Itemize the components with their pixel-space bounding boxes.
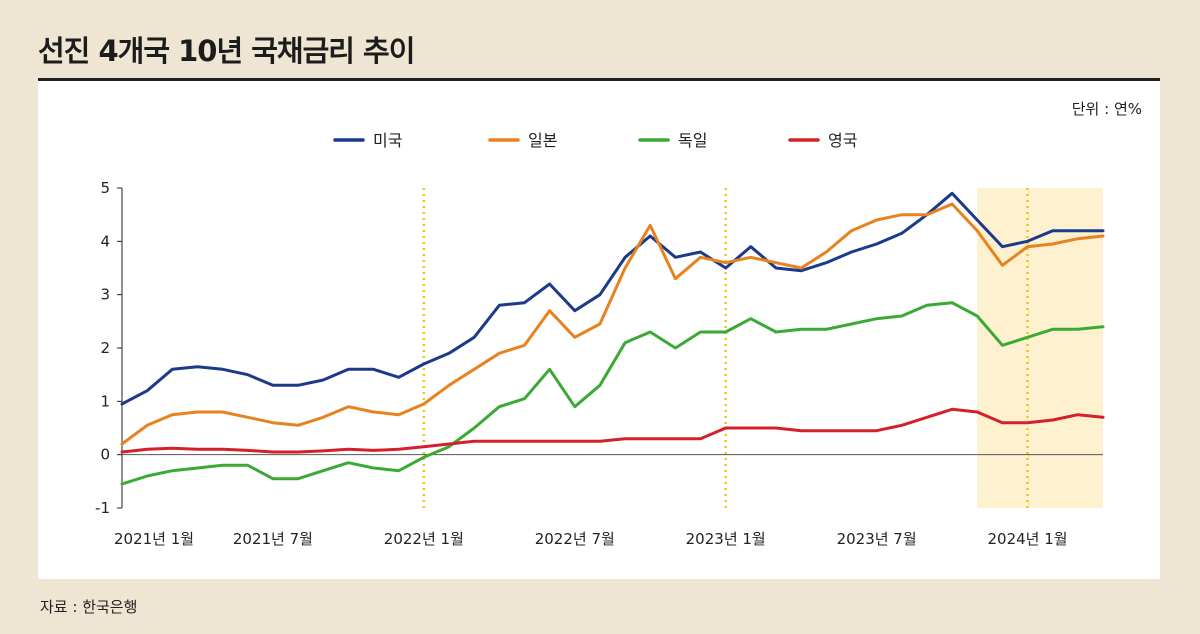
series-lines [120,191,1105,486]
legend-label: 영국 [828,131,857,150]
x-tick-label: 2022년 7월 [535,530,615,548]
page-title: 선진 4개국 10년 국채금리 추이 [38,34,415,68]
y-tick-label: -1 [95,499,110,517]
axes: -1 0 1 2 3 4 5 2021년 1월 2021년 7월 2022년 1월 2022년 7월… [95,179,1103,548]
legend: 미국 일본 독일 영국 [333,131,857,150]
legend-label: 일본 [528,131,557,150]
y-tick-label: 0 [100,446,110,464]
x-tick-label: 2021년 1월 [114,530,194,548]
source-label: 자료 : 한국은행 [40,598,138,616]
x-tick-label: 2023년 1월 [686,530,766,548]
series-line [120,407,1105,454]
y-tick-label: 2 [100,339,110,357]
series-line [120,202,1105,446]
unit-label: 단위 : 연% [1071,100,1142,118]
series-line [120,191,1105,406]
x-tick-label: 2024년 1월 [987,530,1067,548]
x-tick-label: 2023년 7월 [837,530,917,548]
y-tick-label: 5 [100,179,110,197]
y-tick-label: 1 [100,392,110,410]
legend-label: 독일 [678,131,707,150]
series-line [120,301,1105,486]
title-rule [38,78,1160,81]
x-tick-label: 2022년 1월 [384,530,464,548]
x-tick-label: 2021년 7월 [233,530,313,548]
y-tick-label: 4 [100,232,110,250]
y-tick-label: 3 [100,286,110,304]
chart-panel [38,81,1160,579]
legend-label: 미국 [373,131,402,150]
